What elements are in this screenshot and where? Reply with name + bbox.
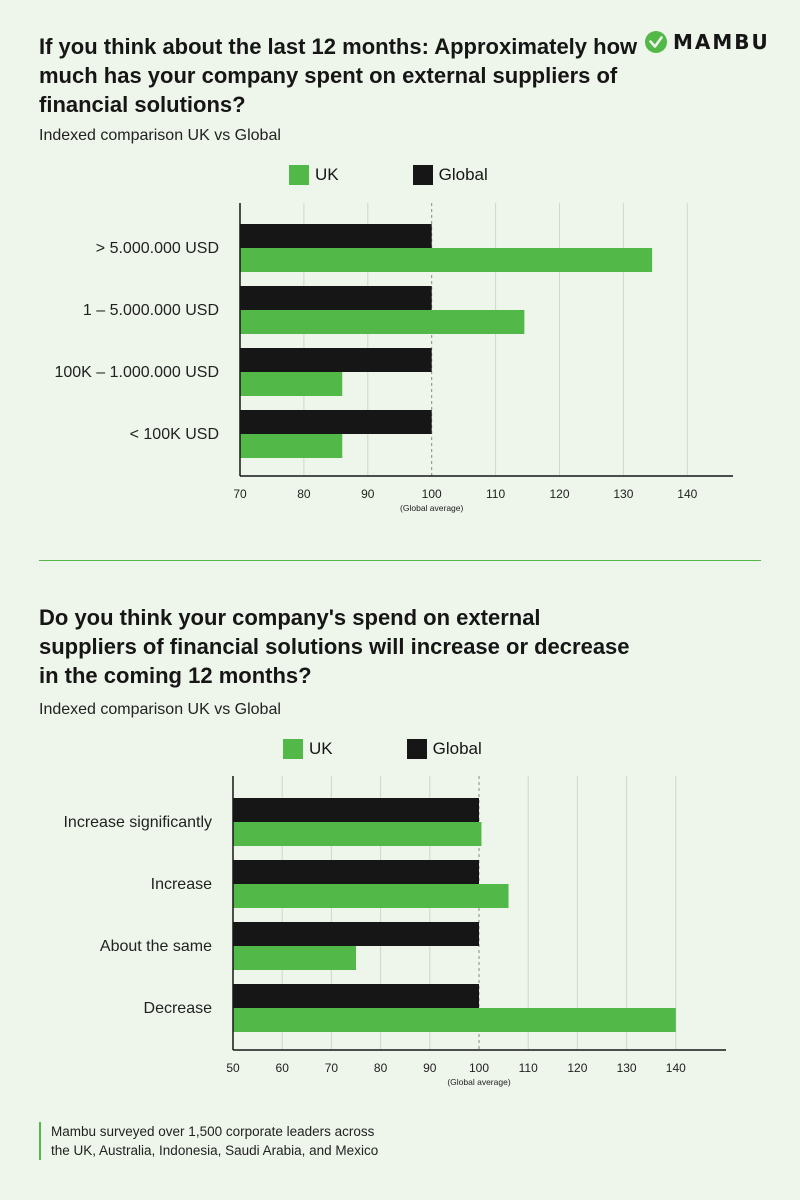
chart1-bar-uk	[240, 434, 343, 458]
chart2-bar-uk	[233, 1008, 676, 1032]
brand-name: MAMBU	[673, 30, 770, 54]
chart2-bar-global	[233, 984, 479, 1008]
chart1-tick-label: 140	[677, 487, 697, 501]
chart2-tick-label: 80	[374, 1061, 388, 1075]
chart2-bar-global	[233, 798, 479, 822]
chart1-legend-uk-swatch	[289, 165, 309, 185]
chart1-legend: UK Global	[289, 165, 562, 185]
chart2-bar-uk	[233, 884, 509, 908]
section-divider	[39, 560, 761, 561]
chart1-bar-uk	[240, 372, 343, 396]
chart2-tick-label: 110	[519, 1061, 538, 1075]
chart2-legend-uk-swatch	[283, 739, 303, 759]
chart2-tick-label: 90	[423, 1061, 437, 1075]
chart1-bar-uk	[240, 248, 653, 272]
chart1-category-label: > 5.000.000 USD	[96, 240, 219, 257]
chart2-legend-uk: UK	[283, 739, 333, 759]
chart2-category-label: Increase significantly	[63, 814, 212, 831]
chart1-svg: > 5.000.000 USD 1 – 5.000.000 USD 100K – 1…	[54, 203, 733, 513]
chart2-tick-label: 120	[567, 1061, 587, 1075]
chart2-tick-label: 70	[325, 1061, 339, 1075]
chart1-title: If you think about the last 12 months: A…	[39, 34, 638, 117]
chart1-bar-global	[240, 410, 432, 434]
chart2-svg: Increase significantly Increase About the …	[63, 776, 726, 1087]
chart1-bar-global	[240, 224, 432, 248]
chart1-tick-label: 90	[361, 487, 375, 501]
chart1-bar-uk	[240, 310, 525, 334]
chart2-tick-label: 100	[469, 1061, 489, 1075]
chart1-legend-uk-label: UK	[315, 165, 339, 184]
footnote-line-1: Mambu surveyed over 1,500 corporate lead…	[51, 1124, 375, 1139]
chart1-category-label: 100K – 1.000.000 USD	[54, 364, 219, 381]
chart2-tick-label: 60	[276, 1061, 290, 1075]
chart2-bars	[233, 798, 676, 1032]
chart2-tick-label: 50	[226, 1061, 240, 1075]
chart2-bar-global	[233, 860, 479, 884]
chart2-category-label: About the same	[100, 938, 212, 955]
chart1-tick-label: 120	[549, 487, 569, 501]
brand-logo: MAMBU	[645, 30, 770, 54]
chart1-legend-global-label: Global	[438, 165, 488, 184]
footnote-line-2: the UK, Australia, Indonesia, Saudi Arab…	[51, 1143, 379, 1158]
chart2-tick-label: 130	[617, 1061, 637, 1075]
chart2-legend-uk-label: UK	[309, 739, 333, 758]
chart1-tick-label: 130	[613, 487, 633, 501]
footnote: Mambu surveyed over 1,500 corporate lead…	[39, 1122, 471, 1160]
chart1-bars	[240, 224, 653, 458]
chart1-tick-label: 110	[486, 487, 505, 501]
chart1-category-label: < 100K USD	[130, 426, 219, 443]
chart2-category-label: Increase	[151, 876, 212, 893]
chart1-legend-global-swatch	[412, 165, 433, 185]
chart1-tick-label: 80	[297, 487, 311, 501]
chart1-subtitle: Indexed comparison UK vs Global	[39, 127, 281, 144]
chart1-reference-label: (Global average)	[400, 503, 463, 513]
chart2-category-label: Decrease	[144, 1000, 213, 1017]
chart1-bar-global	[240, 348, 432, 372]
chart2-reference-label: (Global average)	[447, 1077, 510, 1087]
chart1-bar-global	[240, 286, 432, 310]
chart1-legend-uk: UK	[289, 165, 339, 185]
chart2-bar-uk	[233, 822, 482, 846]
chart2-legend: UK Global	[283, 739, 556, 759]
chart1-tick-label: 70	[233, 487, 247, 501]
chart2-title: Do you think your company's spend on ext…	[39, 605, 630, 688]
chart2-bar-global	[233, 922, 479, 946]
mambu-logo-icon	[645, 31, 667, 53]
chart2-bar-uk	[233, 946, 356, 970]
chart1-category-label: 1 – 5.000.000 USD	[83, 302, 219, 319]
chart1-tick-label: 100	[422, 487, 442, 501]
chart2-subtitle: Indexed comparison UK vs Global	[39, 701, 281, 718]
chart2-legend-global-swatch	[406, 739, 427, 759]
chart1-legend-global: Global	[412, 165, 488, 185]
chart2-tick-label: 140	[666, 1061, 686, 1075]
chart2-legend-global: Global	[406, 739, 482, 759]
chart2-legend-global-label: Global	[432, 739, 482, 758]
